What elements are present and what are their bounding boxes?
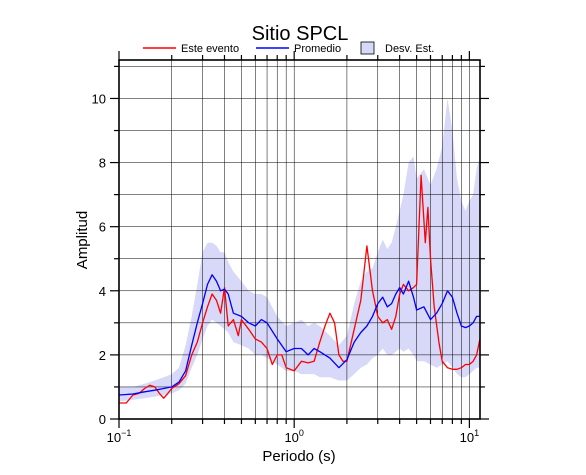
chart-title: Sitio SPCL (252, 23, 349, 45)
plot-frame (118, 59, 481, 420)
series-line-promedio (118, 274, 480, 396)
y-tick-label: 8 (99, 156, 106, 171)
std-dev-band (119, 98, 480, 402)
grid-layer (119, 60, 480, 419)
x-axis-label: Periodo (s) (262, 448, 335, 465)
legend-swatch-desv-est (360, 41, 375, 55)
std-dev-band-layer (119, 98, 480, 402)
y-tick-label: 4 (99, 284, 106, 299)
series-layer (118, 174, 481, 404)
legend-label-promedio: Promedio (294, 43, 341, 55)
x-tick-label: 10−1 (107, 428, 132, 445)
legend-label-desv-est: Desv. Est. (385, 43, 434, 55)
y-tick-label: 0 (99, 412, 106, 427)
legend-label-este-evento: Este evento (181, 43, 239, 55)
y-tick-label: 6 (99, 220, 106, 235)
tick-layer: 10−1 100 101 0 2 4 6 8 10 (92, 51, 489, 445)
series-line-este-evento (119, 174, 481, 404)
y-tick-label: 2 (99, 348, 106, 363)
legend: Este evento Promedio Desv. Est. (143, 41, 434, 55)
y-tick-label: 10 (92, 91, 106, 106)
x-tick-label: 101 (460, 428, 479, 445)
y-axis-label: Amplitud (74, 211, 91, 269)
x-tick-label: 100 (284, 428, 303, 445)
